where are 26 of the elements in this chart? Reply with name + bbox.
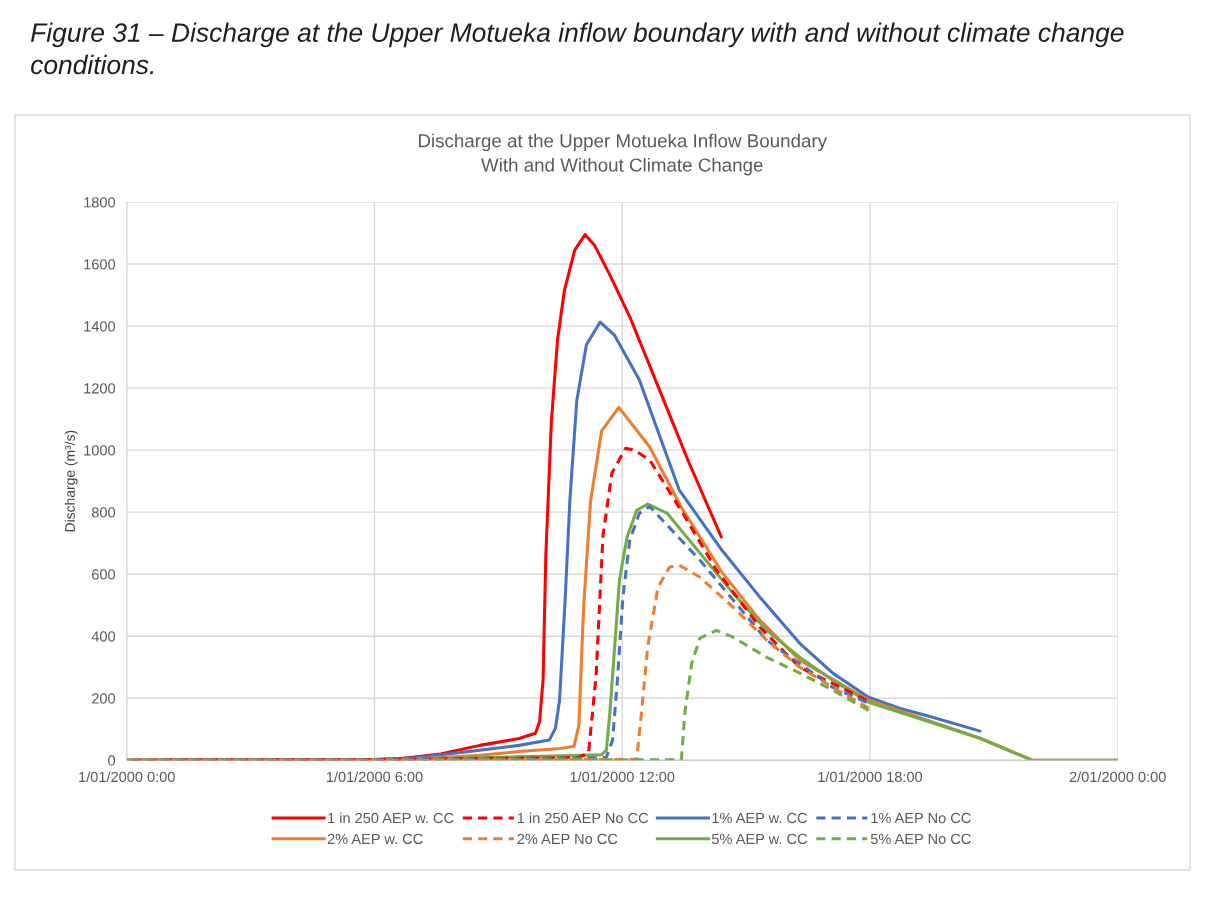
y-tick-label: 0 — [108, 755, 116, 766]
caption: Figure 31 – Discharge at the Upper Motueka inflow boundary with and without climate change conditions. — [30, 22, 1124, 75]
legend-label: 5% AEP No CC — [870, 833, 971, 845]
x-tick-label: 2/01/2000 0:00 — [1069, 771, 1166, 783]
y-tick-label: 600 — [92, 569, 116, 580]
y-tick-label: 1000 — [84, 445, 116, 456]
y-tick-label: 200 — [92, 693, 116, 704]
y-tick-label: 1400 — [84, 321, 116, 332]
legend-label: 1 in 250 AEP No CC — [517, 812, 649, 824]
legend-label: 2% AEP w. CC — [327, 833, 423, 845]
chart-title: Discharge at the Upper Motueka Inflow Boundary With and Without Climate Change — [418, 133, 827, 176]
legend-label: 2% AEP No CC — [517, 833, 618, 845]
legend-label: 1% AEP w. CC — [712, 812, 807, 824]
y-axis-title: Discharge (m³/s) — [64, 430, 78, 532]
x-tick-label: 1/01/2000 12:00 — [570, 771, 675, 783]
legend-label: 5% AEP w. CC — [711, 833, 807, 845]
y-tick-label: 1600 — [84, 259, 116, 270]
y-tick-label: 1200 — [84, 383, 116, 394]
y-tick-label: 400 — [91, 631, 116, 642]
legend-label: 1 in 250 AEP w. CC — [328, 812, 454, 824]
legend-label: 1% AEP No CC — [871, 812, 971, 824]
y-tick-label: 1800 — [84, 197, 116, 208]
x-tick-label: 1/01/2000 18:00 — [818, 771, 923, 783]
x-tick-label: 1/01/2000 6:00 — [326, 771, 423, 783]
x-tick-label: 1/01/2000 0:00 — [79, 771, 175, 783]
y-tick-label: 800 — [91, 507, 116, 518]
